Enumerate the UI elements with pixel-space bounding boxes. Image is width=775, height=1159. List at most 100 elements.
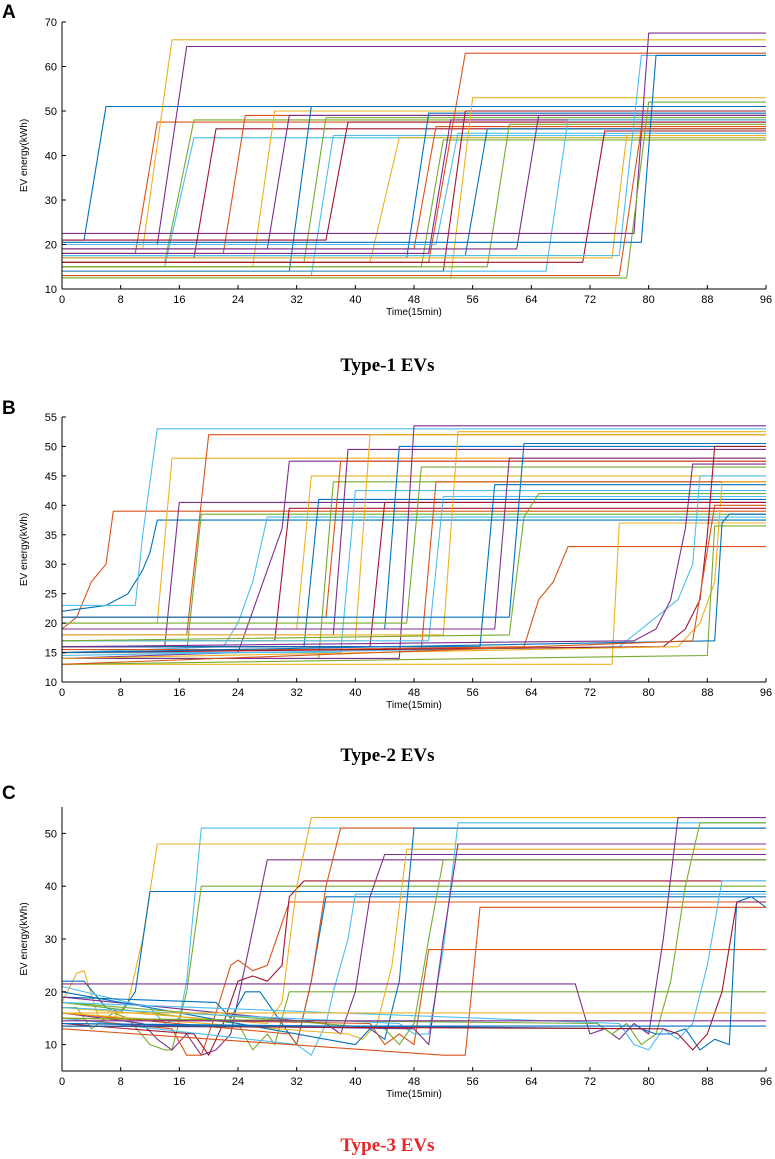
- chart-type-1: 0 8 16 24 32 40 48 56 64 72 80 88 96 10 20 30 40 50 60 70 Ti…: [19, 17, 772, 318]
- series-line-32: [62, 101, 766, 279]
- caption-type-2: Type-2 EVs: [340, 745, 435, 766]
- y-tick-label: 40: [45, 881, 57, 893]
- series-group: [61, 425, 766, 665]
- x-tick-label: 16: [173, 1076, 185, 1088]
- x-tick-label: 48: [408, 687, 420, 699]
- y-tick-label: 50: [45, 441, 57, 453]
- series-line-7: [61, 880, 766, 1056]
- series-line-11: [61, 827, 766, 1046]
- series-line-34: [61, 481, 766, 659]
- series-line-25: [61, 901, 766, 1051]
- panel-c-letter: C: [2, 783, 16, 804]
- caption-type-1: Type-1 EVs: [340, 355, 435, 376]
- panel-a-letter: A: [2, 2, 16, 23]
- y-tick-label: 40: [45, 151, 57, 163]
- x-tick-label: 24: [232, 687, 244, 699]
- series-line-3: [62, 885, 766, 1051]
- series-line-23: [62, 495, 766, 642]
- series-line-37: [61, 504, 766, 665]
- series-line-32: [61, 463, 766, 648]
- series-line-16: [62, 490, 766, 654]
- y-axis-label: EV energy(kWh): [19, 119, 30, 192]
- x-tick-label: 72: [584, 294, 596, 306]
- series-line-30: [62, 522, 766, 665]
- x-tick-label: 56: [467, 687, 479, 699]
- x-tick-label: 40: [349, 1076, 361, 1088]
- series-line-1: [61, 510, 766, 630]
- series-line-24: [61, 896, 767, 1051]
- x-axis-label: Time(15min): [386, 700, 442, 711]
- series-line-25: [62, 123, 766, 268]
- x-tick-label: 88: [701, 687, 713, 699]
- y-tick-label: 30: [45, 934, 57, 946]
- x-tick-label: 0: [59, 687, 65, 699]
- x-tick-label: 32: [291, 687, 303, 699]
- y-tick-label: 50: [45, 828, 57, 840]
- x-tick-label: 16: [173, 294, 185, 306]
- x-tick-label: 64: [525, 1076, 537, 1088]
- series-line-24: [62, 431, 766, 636]
- y-tick-label: 40: [45, 500, 57, 512]
- series-line-14: [61, 848, 766, 1040]
- y-tick-label: 30: [45, 195, 57, 207]
- series-line-9: [61, 896, 766, 1046]
- series-line-36: [61, 513, 766, 654]
- x-tick-label: 48: [408, 294, 420, 306]
- x-tick-label: 96: [760, 1076, 772, 1088]
- series-line-29: [62, 134, 766, 259]
- y-tick-label: 70: [45, 17, 57, 29]
- panel-b-letter: B: [2, 398, 16, 419]
- series-line-27: [62, 119, 766, 272]
- series-line-8: [61, 516, 766, 654]
- x-axis-label: Time(15min): [386, 1089, 442, 1100]
- x-tick-label: 80: [643, 1076, 655, 1088]
- caption-type-3: Type-3 EVs: [340, 1135, 435, 1156]
- y-tick-label: 35: [45, 530, 57, 542]
- series-line-21: [62, 817, 766, 1040]
- chart-type-3: 0 8 16 24 32 40 48 56 64 72 80 88 96 10 20 30 40 50 Time(1…: [19, 807, 772, 1100]
- y-tick-label: 10: [45, 284, 57, 296]
- series-line-16: [61, 949, 766, 1046]
- x-axis-label: Time(15min): [386, 307, 442, 318]
- y-tick-label: 45: [45, 471, 57, 483]
- series-line-20: [61, 906, 766, 1056]
- y-tick-label: 15: [45, 648, 57, 660]
- y-tick-label: 55: [45, 412, 57, 424]
- x-tick-label: 40: [349, 687, 361, 699]
- x-tick-label: 56: [467, 294, 479, 306]
- x-tick-label: 72: [584, 687, 596, 699]
- series-line-15: [61, 827, 766, 1046]
- series-line-18: [61, 822, 766, 1035]
- x-tick-label: 80: [643, 687, 655, 699]
- y-axis-label: EV energy(kWh): [19, 902, 30, 975]
- series-line-35: [61, 525, 766, 665]
- x-tick-label: 88: [701, 294, 713, 306]
- x-tick-label: 56: [467, 1076, 479, 1088]
- series-line-14: [62, 121, 766, 241]
- x-tick-label: 8: [118, 687, 124, 699]
- y-tick-label: 10: [45, 677, 57, 689]
- x-tick-label: 0: [59, 294, 65, 306]
- x-tick-label: 16: [173, 687, 185, 699]
- x-tick-label: 40: [349, 294, 361, 306]
- series-line-26: [62, 114, 766, 250]
- x-tick-label: 32: [291, 1076, 303, 1088]
- series-line-3: [62, 428, 766, 606]
- x-tick-label: 0: [59, 1076, 65, 1088]
- series-line-6: [61, 901, 766, 1056]
- series-line-29: [61, 546, 766, 654]
- y-tick-label: 60: [45, 62, 57, 74]
- x-tick-label: 24: [232, 294, 244, 306]
- chart-type-2: 0 8 16 24 32 40 48 56 64 72 80 88 96 10 15 20 25 30 35 40 45…: [19, 412, 772, 711]
- x-tick-label: 80: [643, 294, 655, 306]
- y-tick-label: 30: [45, 559, 57, 571]
- x-tick-label: 24: [232, 1076, 244, 1088]
- x-tick-label: 64: [525, 294, 537, 306]
- series-line-27: [61, 493, 766, 642]
- series-line-33: [62, 54, 766, 243]
- series-line-12: [61, 893, 766, 1056]
- series-line-28: [62, 130, 766, 263]
- series-line-31: [62, 32, 766, 234]
- y-tick-label: 25: [45, 589, 57, 601]
- y-tick-label: 50: [45, 106, 57, 118]
